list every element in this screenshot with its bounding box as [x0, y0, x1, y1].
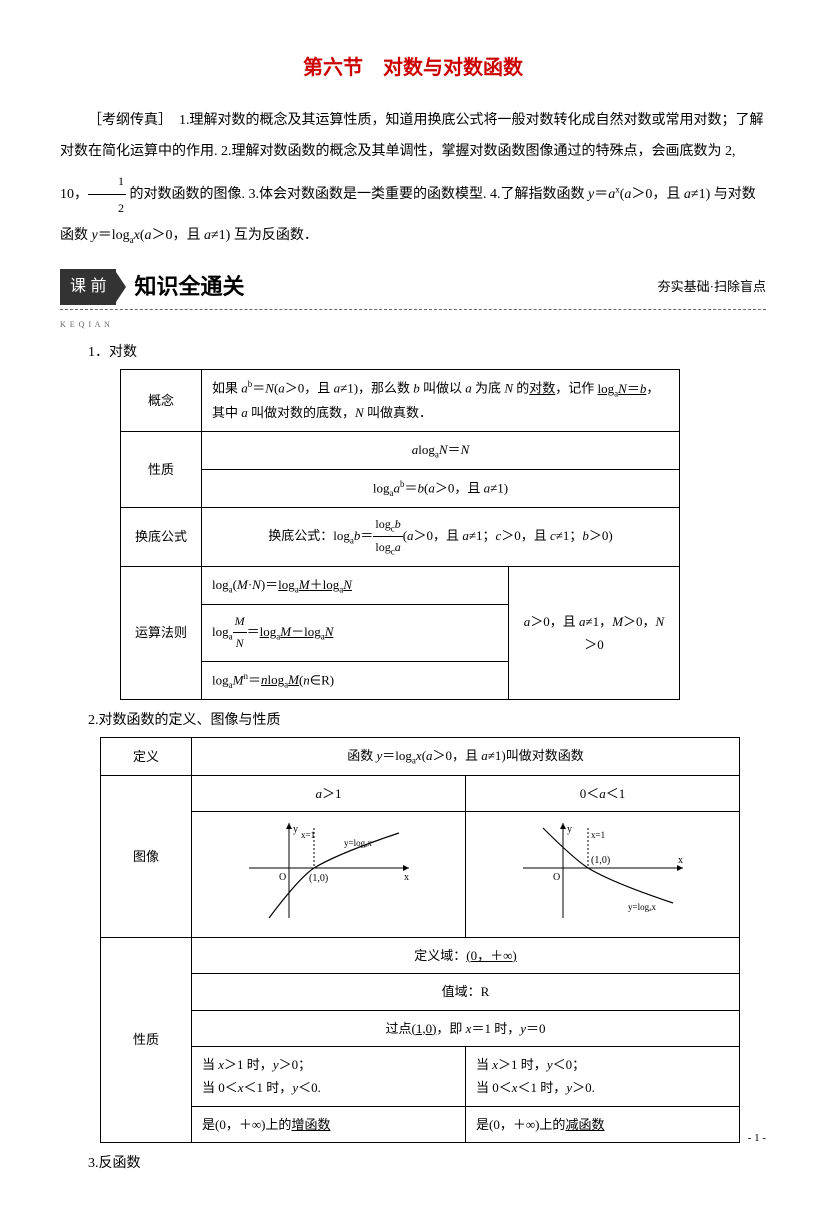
intro-text: ［考纲传真］ 1.理解对数的概念及其运算性质，知道用换底公式将一般对数转化成自然…	[60, 106, 766, 252]
chart-decreasing: y x O (1,0) x=1 y=logₐx	[466, 812, 740, 937]
cell-rule-2: logaMN＝logaM－logaN	[202, 604, 509, 661]
chart-increasing: y x O (1,0) x=1 y=logₐx	[192, 812, 466, 937]
cell-img-h: 图像	[101, 775, 192, 937]
cell-sign-a: 当 x＞1 时，y＞0；当 0＜x＜1 时，y＜0.	[192, 1046, 466, 1106]
svg-text:(1,0): (1,0)	[309, 873, 328, 884]
svg-text:y=logₐx: y=logₐx	[344, 838, 373, 848]
cell-def-c: 函数 y＝logax(a＞0，且 a≠1)叫做对数函数	[192, 738, 740, 776]
cell-sign-b: 当 x＞1 时，y＜0；当 0＜x＜1 时，y＞0.	[466, 1046, 740, 1106]
page-title: 第六节 对数与对数函数	[60, 50, 766, 86]
section-badge: 课 前	[60, 269, 116, 306]
subsection-1: 1．对数	[88, 340, 766, 365]
cell-concept-h: 概念	[121, 370, 202, 432]
table-logfunction: 定义 函数 y＝logax(a＞0，且 a≠1)叫做对数函数 图像 a＞1 0＜…	[100, 737, 740, 1143]
section-subtitle: 夯实基础·扫除盲点	[658, 275, 766, 298]
cell-rule-h: 运算法则	[121, 566, 202, 699]
cell-mono-b: 是(0，＋∞)上的减函数	[466, 1106, 740, 1142]
svg-text:O: O	[279, 872, 286, 883]
svg-text:x: x	[404, 872, 409, 883]
svg-text:y=logₐx: y=logₐx	[628, 902, 657, 912]
cell-concept-c: 如果 ab＝N(a＞0，且 a≠1)，那么数 b 叫做以 a 为底 N 的对数，…	[202, 370, 680, 432]
cell-prop-2: logaab＝b(a＞0，且 a≠1)	[202, 469, 680, 507]
keqian-label: K E Q I A N	[60, 318, 766, 332]
svg-text:(1,0): (1,0)	[591, 855, 610, 866]
cell-base-c: 换底公式：logab＝logcblogca(a＞0，且 a≠1；c＞0，且 c≠…	[202, 507, 680, 566]
cell-prop-1: alogaN＝N	[202, 431, 680, 469]
svg-text:y: y	[567, 824, 572, 835]
cell-a-gt-1: a＞1	[192, 775, 466, 811]
page-number: - 1 -	[748, 1129, 766, 1149]
cell-prop2-h: 性质	[101, 937, 192, 1142]
cell-a-lt-1: 0＜a＜1	[466, 775, 740, 811]
svg-text:x: x	[678, 855, 683, 866]
svg-text:y: y	[293, 824, 298, 835]
cell-base-h: 换底公式	[121, 507, 202, 566]
section-header: 课 前 知识全通关 夯实基础·扫除盲点	[60, 267, 766, 310]
cell-def-h: 定义	[101, 738, 192, 776]
subsection-3: 3.反函数	[88, 1151, 766, 1176]
cell-prop-h: 性质	[121, 431, 202, 507]
svg-text:x=1: x=1	[591, 830, 605, 840]
cell-range: 值域：R	[192, 974, 740, 1010]
cell-domain: 定义域：(0，＋∞)	[192, 937, 740, 973]
cell-rule-cond: a＞0，且 a≠1，M＞0，N＞0	[509, 566, 680, 699]
section-title: 知识全通关	[134, 267, 244, 307]
cell-rule-3: logaMn＝nlogaM(n∈R)	[202, 661, 509, 699]
subsection-2: 2.对数函数的定义、图像与性质	[88, 708, 766, 733]
cell-point: 过点(1,0)，即 x＝1 时，y＝0	[192, 1010, 740, 1046]
cell-rule-1: loga(M·N)＝logaM＋logaN	[202, 566, 509, 604]
cell-mono-a: 是(0，＋∞)上的增函数	[192, 1106, 466, 1142]
svg-text:x=1: x=1	[301, 830, 315, 840]
table-logarithm: 概念 如果 ab＝N(a＞0，且 a≠1)，那么数 b 叫做以 a 为底 N 的…	[120, 369, 680, 700]
svg-text:O: O	[553, 872, 560, 883]
